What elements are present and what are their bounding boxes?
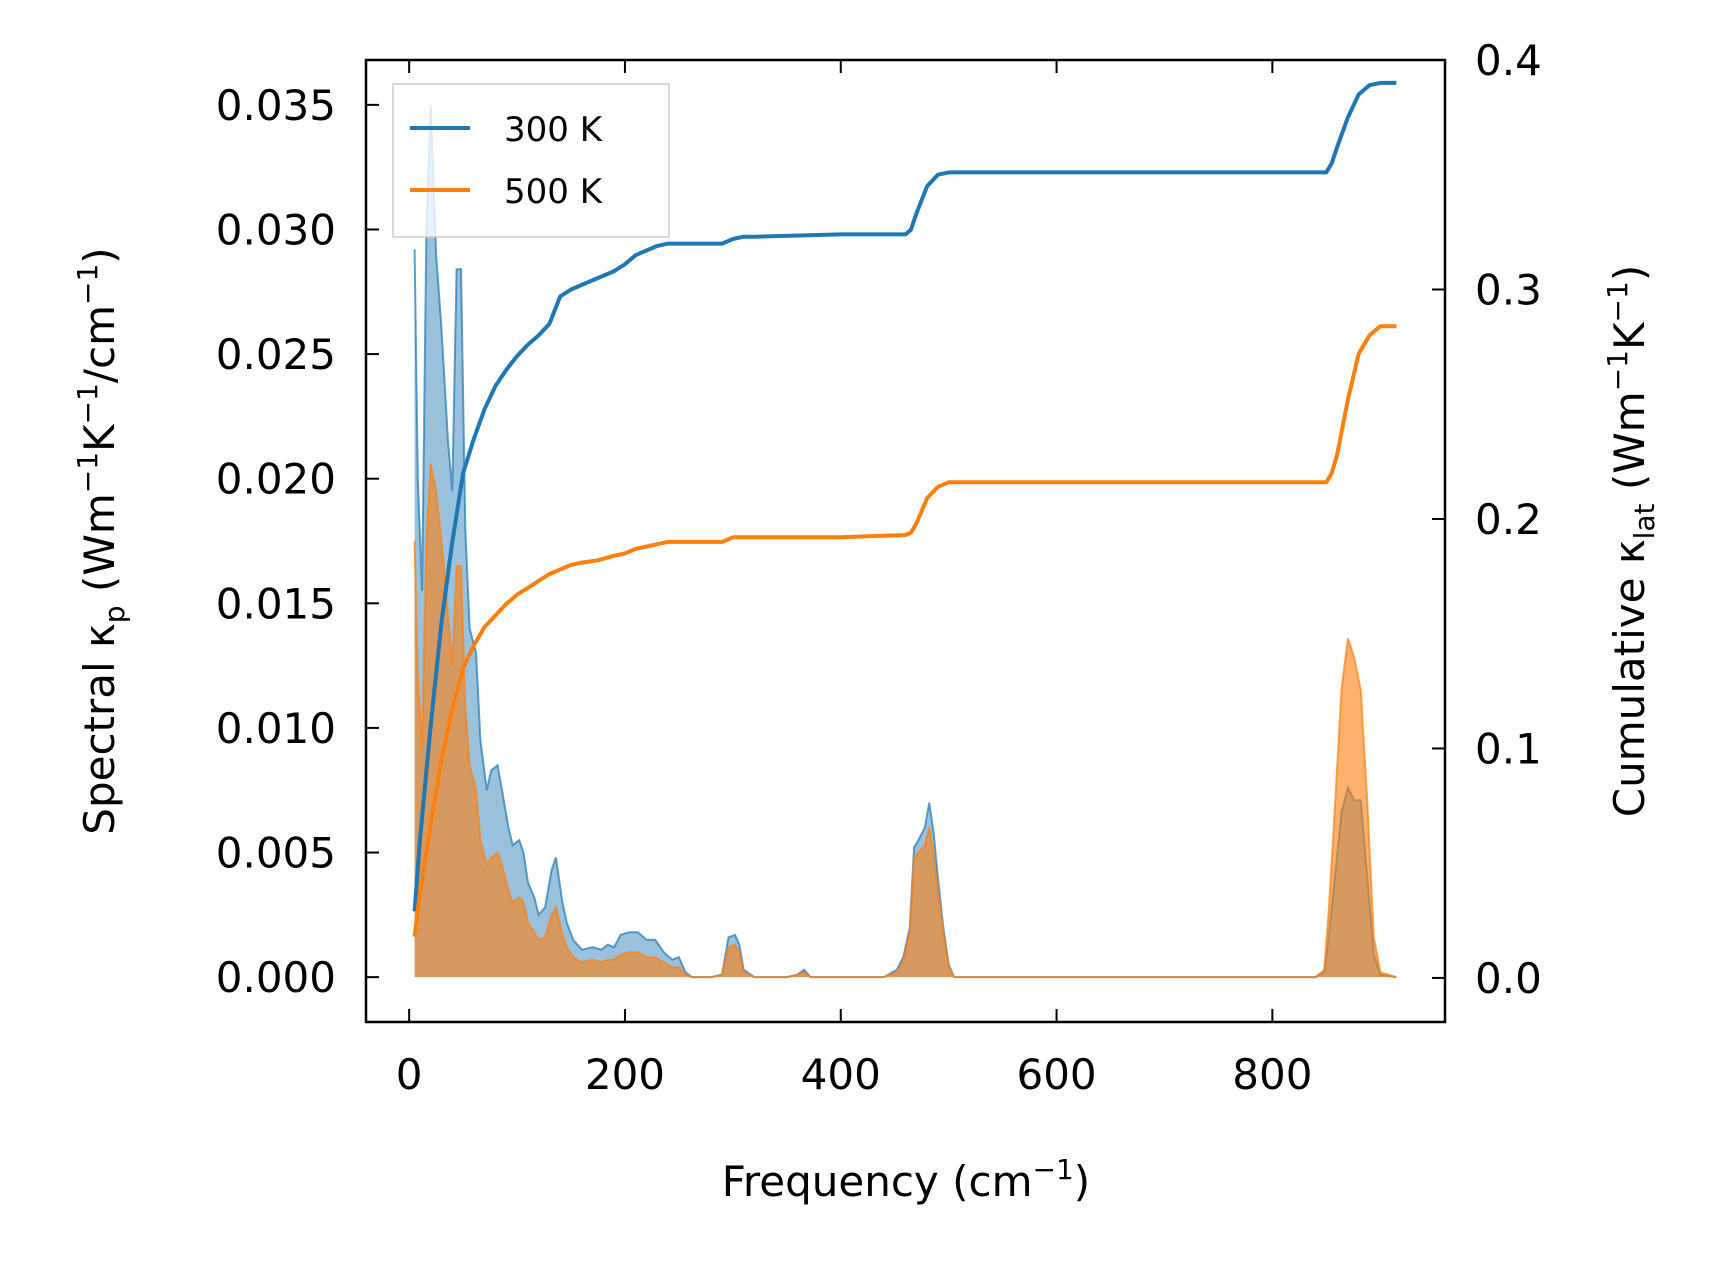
y-left-tick-label: 0.005 xyxy=(216,829,336,878)
plot-frame xyxy=(364,58,1447,1024)
plot-area xyxy=(412,80,1397,979)
axis-title-part: K xyxy=(1605,321,1654,350)
axis-title-part: −1 xyxy=(1601,281,1634,322)
axis-ticks: 0 200 400 600 800 0.000 0.005 0.010 0.015 0.020 0.… xyxy=(216,36,1542,1099)
axis-title-part: ) xyxy=(1605,265,1654,281)
legend-label-500k: 500 K xyxy=(504,172,604,212)
axis-title-part: lat xyxy=(1628,503,1661,539)
spectral-area-300k xyxy=(414,104,1397,978)
x-tick-label: 0 xyxy=(396,1050,423,1099)
axis-title-part: Spectral κ xyxy=(75,623,124,835)
right-axis-title: Cumulative κlat (Wm−1K−1) xyxy=(1601,265,1661,817)
cumulative-line-500k xyxy=(412,324,1397,937)
y-left-tick-label: 0.015 xyxy=(216,579,336,628)
x-tick-label: 200 xyxy=(585,1050,665,1099)
spectral-fills xyxy=(413,104,1397,979)
y-left-tick-label: 0.035 xyxy=(216,81,336,130)
axis-title-part: ) xyxy=(75,247,124,263)
y-left-tick-label: 0.000 xyxy=(216,953,336,1002)
y-right-tick-label: 0.4 xyxy=(1475,36,1542,85)
left-axis-title: Spectral κp (Wm−1K−1/cm−1) xyxy=(71,247,131,834)
y-left-tick-label: 0.025 xyxy=(216,330,336,379)
y-right-tick-label: 0.0 xyxy=(1475,954,1542,1003)
x-tick-label: 800 xyxy=(1232,1050,1312,1099)
legend-box xyxy=(392,83,670,238)
axis-title-part: p xyxy=(98,605,131,623)
axis-title-part: K xyxy=(75,423,124,452)
axis-title-part: −1 xyxy=(71,383,104,424)
axis-title-part: Cumulative κ xyxy=(1605,539,1654,817)
axis-title-part: −1 xyxy=(1601,350,1634,391)
legend-label-300k: 300 K xyxy=(504,110,604,150)
y-left-tick-label: 0.030 xyxy=(216,205,336,254)
spectral-area-500k xyxy=(414,463,1397,978)
y-right-tick-label: 0.3 xyxy=(1475,265,1542,314)
legend: 300 K 500 K xyxy=(392,83,670,238)
cumulative-lines xyxy=(412,80,1397,937)
axis-title-part: −1 xyxy=(71,264,104,305)
spectral-edge-500k xyxy=(413,463,1397,979)
axis-title-part: (Wm xyxy=(1605,391,1654,503)
y-left-tick-label: 0.010 xyxy=(216,704,336,753)
axis-title-part: /cm xyxy=(75,305,124,383)
y-right-tick-label: 0.1 xyxy=(1475,724,1542,773)
y-right-tick-label: 0.2 xyxy=(1475,495,1542,544)
x-tick-label: 600 xyxy=(1016,1050,1096,1099)
axis-title-part: −1 xyxy=(71,452,104,493)
x-axis-title: Frequency (cm−1) xyxy=(722,1153,1090,1206)
x-tick-label: 400 xyxy=(801,1050,881,1099)
axis-title-part: (Wm xyxy=(75,493,124,605)
cumulative-line-300k xyxy=(412,80,1397,912)
y-left-tick-label: 0.020 xyxy=(216,455,336,504)
